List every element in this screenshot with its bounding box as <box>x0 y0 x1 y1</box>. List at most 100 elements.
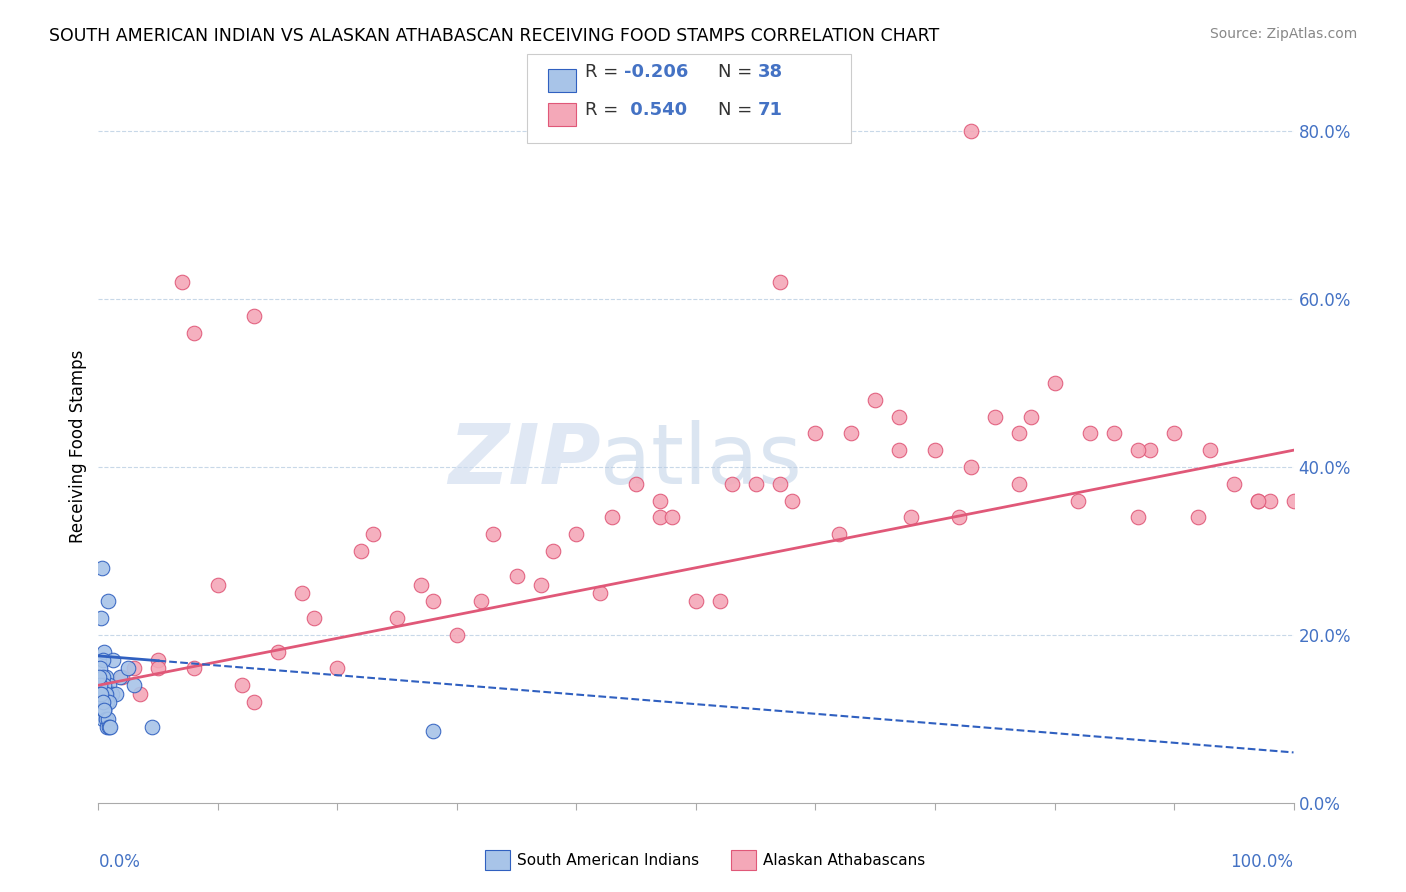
Point <box>446 628 468 642</box>
Point <box>89 661 111 675</box>
Point <box>745 476 768 491</box>
Text: R =: R = <box>585 101 624 119</box>
Point <box>90 678 112 692</box>
Point <box>90 611 112 625</box>
Point <box>1008 426 1031 441</box>
Point <box>1067 493 1090 508</box>
Point <box>1223 476 1246 491</box>
Point <box>769 275 792 289</box>
Text: Alaskan Athabascans: Alaskan Athabascans <box>763 853 925 868</box>
Point <box>1128 510 1150 524</box>
Point <box>924 443 946 458</box>
Text: R =: R = <box>585 63 624 81</box>
Point <box>91 695 114 709</box>
Point <box>1139 443 1161 458</box>
Point <box>129 687 152 701</box>
Point <box>685 594 707 608</box>
Point <box>93 645 115 659</box>
Text: South American Indians: South American Indians <box>517 853 700 868</box>
Point <box>98 720 122 734</box>
Point <box>1282 493 1305 508</box>
Point <box>101 653 124 667</box>
Text: SOUTH AMERICAN INDIAN VS ALASKAN ATHABASCAN RECEIVING FOOD STAMPS CORRELATION CH: SOUTH AMERICAN INDIAN VS ALASKAN ATHABAS… <box>49 27 939 45</box>
Point <box>98 678 121 692</box>
Point <box>482 527 505 541</box>
Point <box>87 670 110 684</box>
Point <box>141 720 163 734</box>
Point <box>94 712 117 726</box>
Point <box>530 577 553 591</box>
Point <box>94 670 117 684</box>
Point <box>1104 426 1126 441</box>
Text: N =: N = <box>718 101 758 119</box>
Text: 71: 71 <box>758 101 783 119</box>
Point <box>97 594 120 608</box>
Point <box>350 544 373 558</box>
Point <box>1187 510 1209 524</box>
Point <box>626 476 648 491</box>
Point <box>90 695 112 709</box>
Point <box>207 577 229 591</box>
Point <box>124 661 146 675</box>
Point <box>100 687 122 701</box>
Point <box>108 670 131 684</box>
Point <box>243 309 266 323</box>
Point <box>841 426 863 441</box>
Point <box>889 443 911 458</box>
Point <box>91 703 114 717</box>
Text: atlas: atlas <box>600 420 801 500</box>
Point <box>721 476 744 491</box>
Point <box>96 720 118 734</box>
Text: ZIP: ZIP <box>447 420 600 500</box>
Point <box>91 653 114 667</box>
Point <box>602 510 624 524</box>
Point <box>98 720 121 734</box>
Y-axis label: Receiving Food Stamps: Receiving Food Stamps <box>69 350 87 542</box>
Point <box>889 409 911 424</box>
Point <box>111 670 134 684</box>
Point <box>385 611 409 625</box>
Point <box>661 510 683 524</box>
Point <box>422 724 444 739</box>
Point <box>960 124 983 138</box>
Point <box>89 678 111 692</box>
Point <box>1043 376 1066 390</box>
Point <box>1247 493 1270 508</box>
Text: 0.540: 0.540 <box>624 101 688 119</box>
Point <box>93 703 115 717</box>
Point <box>326 661 349 675</box>
Point <box>1163 426 1185 441</box>
Point <box>650 493 672 508</box>
Point <box>1128 443 1150 458</box>
Point <box>91 670 114 684</box>
Point <box>148 653 170 667</box>
Point <box>172 275 194 289</box>
Point <box>506 569 529 583</box>
Point <box>1080 426 1102 441</box>
Point <box>90 687 112 701</box>
Point <box>470 594 492 608</box>
Point <box>105 687 128 701</box>
Point <box>243 695 266 709</box>
Point <box>1008 476 1031 491</box>
Point <box>411 577 433 591</box>
Point <box>984 409 1007 424</box>
Point <box>91 712 114 726</box>
Point <box>93 703 115 717</box>
Text: 0.0%: 0.0% <box>98 853 141 871</box>
Point <box>97 695 120 709</box>
Point <box>769 476 792 491</box>
Point <box>541 544 564 558</box>
Point <box>89 687 111 701</box>
Text: Source: ZipAtlas.com: Source: ZipAtlas.com <box>1209 27 1357 41</box>
Point <box>422 594 444 608</box>
Text: -0.206: -0.206 <box>624 63 689 81</box>
Point <box>589 586 612 600</box>
Point <box>650 510 672 524</box>
Point <box>804 426 827 441</box>
Point <box>97 712 120 726</box>
Point <box>900 510 922 524</box>
Point <box>865 392 887 407</box>
Point <box>231 678 253 692</box>
Point <box>148 661 170 675</box>
